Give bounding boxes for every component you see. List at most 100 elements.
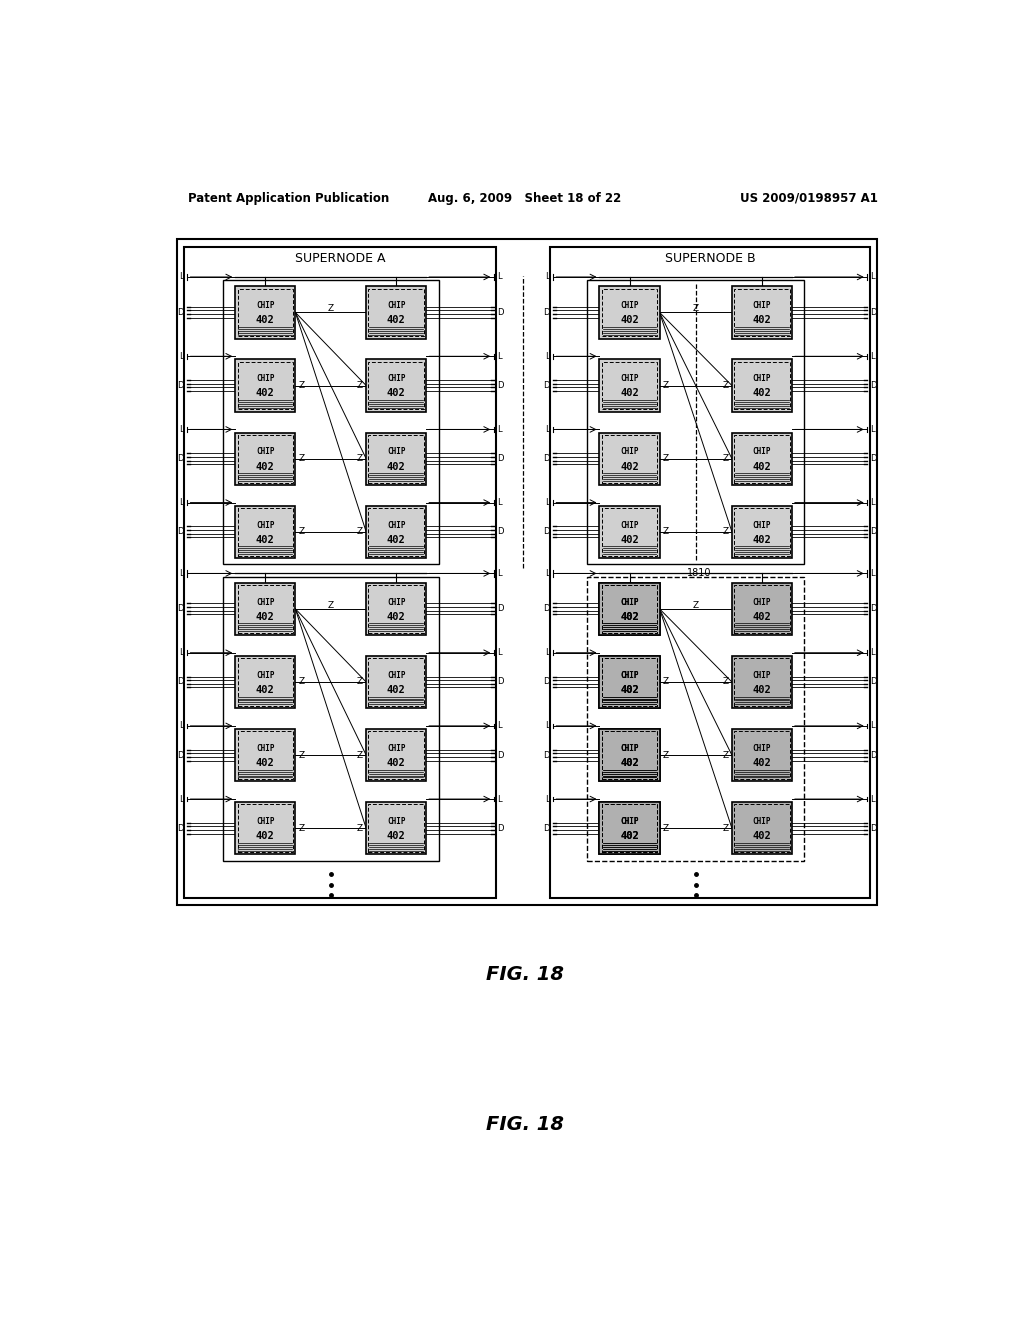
Bar xyxy=(599,582,659,635)
Text: CHIP: CHIP xyxy=(753,301,771,310)
Text: 402: 402 xyxy=(621,535,639,545)
Text: D: D xyxy=(543,454,550,463)
Text: 402: 402 xyxy=(256,388,274,399)
Text: D: D xyxy=(497,751,504,759)
Text: L: L xyxy=(497,648,502,657)
Bar xyxy=(734,434,790,483)
Bar xyxy=(238,659,293,706)
Text: Z: Z xyxy=(663,454,669,463)
Text: Z: Z xyxy=(692,304,698,313)
Text: D: D xyxy=(177,751,183,759)
Bar xyxy=(550,247,869,898)
Text: CHIP: CHIP xyxy=(387,375,406,383)
Text: CHIP: CHIP xyxy=(621,598,639,607)
Bar xyxy=(602,804,657,853)
Text: L: L xyxy=(497,272,502,281)
Text: D: D xyxy=(177,454,183,463)
Bar xyxy=(223,280,438,564)
Text: Z: Z xyxy=(357,381,364,389)
Bar xyxy=(732,656,792,708)
Text: CHIP: CHIP xyxy=(753,671,771,680)
Text: D: D xyxy=(497,528,504,536)
Text: Z: Z xyxy=(663,381,669,389)
Bar xyxy=(367,286,426,339)
Text: CHIP: CHIP xyxy=(753,598,771,607)
Text: L: L xyxy=(545,498,550,507)
Bar xyxy=(734,804,790,853)
Bar xyxy=(236,582,295,635)
Bar xyxy=(236,286,295,339)
Text: D: D xyxy=(870,528,877,536)
Text: 402: 402 xyxy=(256,462,274,471)
Text: L: L xyxy=(545,272,550,281)
Bar xyxy=(236,506,295,558)
Text: 402: 402 xyxy=(621,462,639,471)
Text: L: L xyxy=(870,722,876,730)
Text: CHIP: CHIP xyxy=(256,744,274,752)
Bar xyxy=(599,803,659,854)
Bar xyxy=(367,803,426,854)
Text: 402: 402 xyxy=(387,832,406,841)
Text: Z: Z xyxy=(357,751,364,759)
Text: 402: 402 xyxy=(256,315,274,325)
Text: Z: Z xyxy=(663,677,669,686)
Text: CHIP: CHIP xyxy=(256,447,274,457)
Text: D: D xyxy=(177,308,183,317)
Text: D: D xyxy=(543,528,550,536)
Bar xyxy=(599,656,659,708)
Text: L: L xyxy=(545,648,550,657)
Text: 402: 402 xyxy=(621,315,639,325)
Bar xyxy=(599,582,659,635)
Bar xyxy=(236,433,295,484)
Text: L: L xyxy=(870,425,876,434)
Bar xyxy=(367,359,426,412)
Text: 1810: 1810 xyxy=(686,569,711,578)
Text: D: D xyxy=(497,454,504,463)
Text: CHIP: CHIP xyxy=(753,520,771,529)
Text: L: L xyxy=(545,425,550,434)
Text: 402: 402 xyxy=(621,611,639,622)
Text: D: D xyxy=(497,308,504,317)
Bar xyxy=(732,729,792,781)
Text: CHIP: CHIP xyxy=(387,447,406,457)
Bar xyxy=(602,289,657,337)
Bar xyxy=(587,280,804,564)
Text: L: L xyxy=(179,425,183,434)
Bar xyxy=(602,659,657,706)
Text: Patent Application Publication: Patent Application Publication xyxy=(188,191,389,205)
Text: Z: Z xyxy=(298,824,304,833)
Text: Z: Z xyxy=(723,381,729,389)
Text: Aug. 6, 2009   Sheet 18 of 22: Aug. 6, 2009 Sheet 18 of 22 xyxy=(428,191,622,205)
Text: CHIP: CHIP xyxy=(256,301,274,310)
Bar xyxy=(238,434,293,483)
Text: L: L xyxy=(545,795,550,804)
Text: L: L xyxy=(870,272,876,281)
Text: L: L xyxy=(870,648,876,657)
Text: 402: 402 xyxy=(753,535,771,545)
Text: Z: Z xyxy=(663,751,669,759)
Text: D: D xyxy=(177,381,183,389)
Bar xyxy=(369,585,424,632)
Text: Z: Z xyxy=(357,677,364,686)
Text: CHIP: CHIP xyxy=(621,301,639,310)
Bar xyxy=(734,508,790,556)
Text: L: L xyxy=(545,722,550,730)
Bar xyxy=(732,433,792,484)
Text: Z: Z xyxy=(357,528,364,536)
Bar xyxy=(599,433,659,484)
Text: Z: Z xyxy=(723,751,729,759)
Text: 402: 402 xyxy=(256,832,274,841)
Bar xyxy=(369,289,424,337)
Text: L: L xyxy=(545,352,550,360)
Text: 402: 402 xyxy=(621,758,639,768)
Text: L: L xyxy=(497,569,502,578)
Bar xyxy=(599,729,659,781)
Bar xyxy=(599,729,659,781)
Text: CHIP: CHIP xyxy=(256,817,274,826)
Text: 402: 402 xyxy=(621,685,639,694)
Text: Z: Z xyxy=(357,824,364,833)
Text: L: L xyxy=(870,795,876,804)
Text: 402: 402 xyxy=(387,388,406,399)
Text: Z: Z xyxy=(298,751,304,759)
Text: CHIP: CHIP xyxy=(256,598,274,607)
